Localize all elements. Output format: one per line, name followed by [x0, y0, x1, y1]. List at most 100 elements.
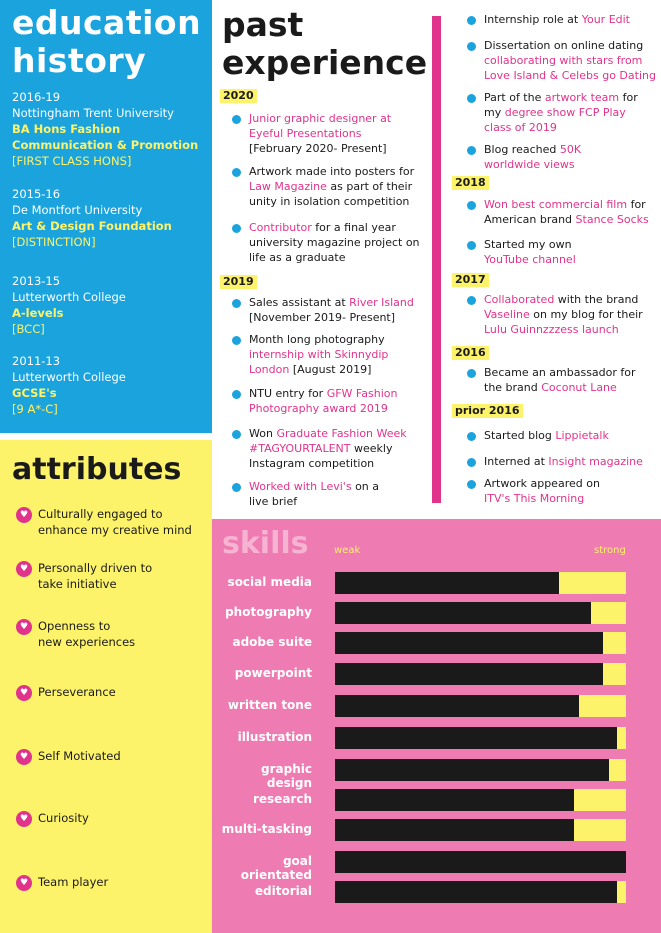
experience-item: Started my own YouTube channel — [467, 237, 661, 267]
heart-icon: ♥ — [16, 811, 32, 827]
experience-item: Won Graduate Fashion Week #TAGYOURTALENT … — [232, 426, 429, 471]
bullet-icon — [467, 480, 476, 489]
bullet-icon — [467, 458, 476, 467]
skill-bar-fill — [335, 572, 560, 594]
attribute-item: ♥ Culturally engaged to enhance my creati… — [16, 506, 208, 538]
heart-icon: ♥ — [16, 749, 32, 765]
skill-bar-fill — [335, 632, 603, 654]
experience-item: Interned at Insight magazine — [467, 454, 661, 469]
heart-icon: ♥ — [16, 619, 32, 635]
year-label: 2019 — [220, 275, 257, 289]
skill-bar — [335, 727, 626, 749]
experience-item: Contributor for a final year university m… — [232, 220, 429, 265]
skill-bar — [335, 663, 626, 685]
attribute-item: ♥ Perseverance — [16, 684, 208, 701]
skill-bar-fill — [335, 602, 592, 624]
bullet-icon — [232, 168, 241, 177]
skill-bar — [335, 819, 626, 841]
strong-label: strong — [594, 545, 626, 556]
bullet-icon — [467, 432, 476, 441]
weak-label: weak — [334, 545, 361, 556]
bullet-icon — [467, 16, 476, 25]
skill-bar-fill — [335, 695, 580, 717]
experience-title: past experience — [222, 5, 428, 82]
bullet-icon — [232, 430, 241, 439]
heart-icon: ♥ — [16, 685, 32, 701]
skill-label: editorial — [254, 884, 312, 898]
skills-title: skills — [222, 526, 309, 561]
bullet-icon — [232, 299, 241, 308]
bullet-icon — [467, 369, 476, 378]
attribute-item: ♥ Personally driven to take initiative — [16, 560, 208, 592]
experience-item: NTU entry for GFW Fashion Photography awa… — [232, 386, 429, 416]
experience-item: Blog reached 50K worldwide views — [467, 142, 661, 172]
experience-item: Started blog Lippietalk — [467, 428, 661, 443]
bullet-icon — [467, 94, 476, 103]
skill-label: research — [252, 792, 312, 806]
skill-bar — [335, 881, 626, 903]
bullet-icon — [232, 483, 241, 492]
experience-item: Artwork appeared on ITV's This Morning — [467, 476, 661, 506]
year-label: 2017 — [452, 273, 489, 287]
bullet-icon — [467, 146, 476, 155]
experience-item: Collaborated with the brand Vaseline on m… — [467, 292, 661, 337]
skill-label: photography — [225, 605, 312, 619]
attributes-panel — [0, 440, 212, 933]
skill-bar-fill — [335, 819, 574, 841]
skill-label: graphic design — [261, 762, 312, 790]
skill-bar — [335, 602, 626, 624]
attribute-item: ♥ Openness to new experiences — [16, 618, 208, 650]
heart-icon: ♥ — [16, 561, 32, 577]
attributes-title: attributes — [12, 452, 182, 487]
experience-item: Won best commercial film for American bra… — [467, 197, 661, 227]
experience-divider — [432, 16, 441, 503]
skill-bar — [335, 759, 626, 781]
skill-label: powerpoint — [234, 666, 312, 680]
skill-label: goal orientated — [240, 854, 312, 882]
education-entry: 2015-16 De Montfort University Art & Des… — [12, 187, 172, 249]
skill-bar-fill — [335, 881, 618, 903]
experience-item: Internship role at Your Edit — [467, 12, 661, 27]
skill-bar — [335, 851, 626, 873]
skill-label: illustration — [237, 730, 312, 744]
skill-bar-fill — [335, 789, 574, 811]
experience-item: Dissertation on online dating collaborati… — [467, 38, 661, 83]
bullet-icon — [467, 296, 476, 305]
skill-bar — [335, 572, 626, 594]
bullet-icon — [232, 390, 241, 399]
skill-bar-fill — [335, 663, 603, 685]
experience-item: Part of the artwork team for my degree sh… — [467, 90, 661, 135]
attribute-item: ♥ Curiosity — [16, 810, 208, 827]
education-panel — [0, 0, 212, 433]
experience-item: Sales assistant at River Island [November… — [232, 295, 429, 325]
year-label: 2020 — [220, 89, 257, 103]
education-entry: 2011-13 Lutterworth College GCSE's [9 A*… — [12, 354, 126, 416]
experience-item: Month long photography internship with Sk… — [232, 332, 429, 377]
skill-bar-fill — [335, 759, 609, 781]
education-entry: 2016-19 Nottingham Trent University BA H… — [12, 90, 199, 168]
bullet-icon — [232, 224, 241, 233]
skill-bar — [335, 789, 626, 811]
skill-label: adobe suite — [232, 635, 312, 649]
heart-icon: ♥ — [16, 507, 32, 523]
skill-label: multi-tasking — [221, 822, 312, 836]
bullet-icon — [232, 115, 241, 124]
bullet-icon — [467, 241, 476, 250]
skill-bar-fill — [335, 851, 626, 873]
experience-item: Worked with Levi's on a live brief — [232, 479, 429, 509]
heart-icon: ♥ — [16, 875, 32, 891]
attribute-item: ♥ Team player — [16, 874, 208, 891]
experience-item: Junior graphic designer at Eyeful Present… — [232, 111, 429, 156]
bullet-icon — [467, 201, 476, 210]
education-entry: 2013-15 Lutterworth College A-levels [BC… — [12, 274, 126, 336]
year-label: 2016 — [452, 346, 489, 360]
education-title: education history — [12, 3, 202, 80]
experience-item: Artwork made into posters for Law Magazin… — [232, 164, 429, 209]
skill-bar-fill — [335, 727, 618, 749]
year-label: prior 2016 — [452, 404, 523, 418]
bullet-icon — [232, 336, 241, 345]
attribute-item: ♥ Self Motivated — [16, 748, 208, 765]
year-label: 2018 — [452, 176, 489, 190]
skill-label: written tone — [227, 698, 312, 712]
skill-label: social media — [227, 575, 312, 589]
